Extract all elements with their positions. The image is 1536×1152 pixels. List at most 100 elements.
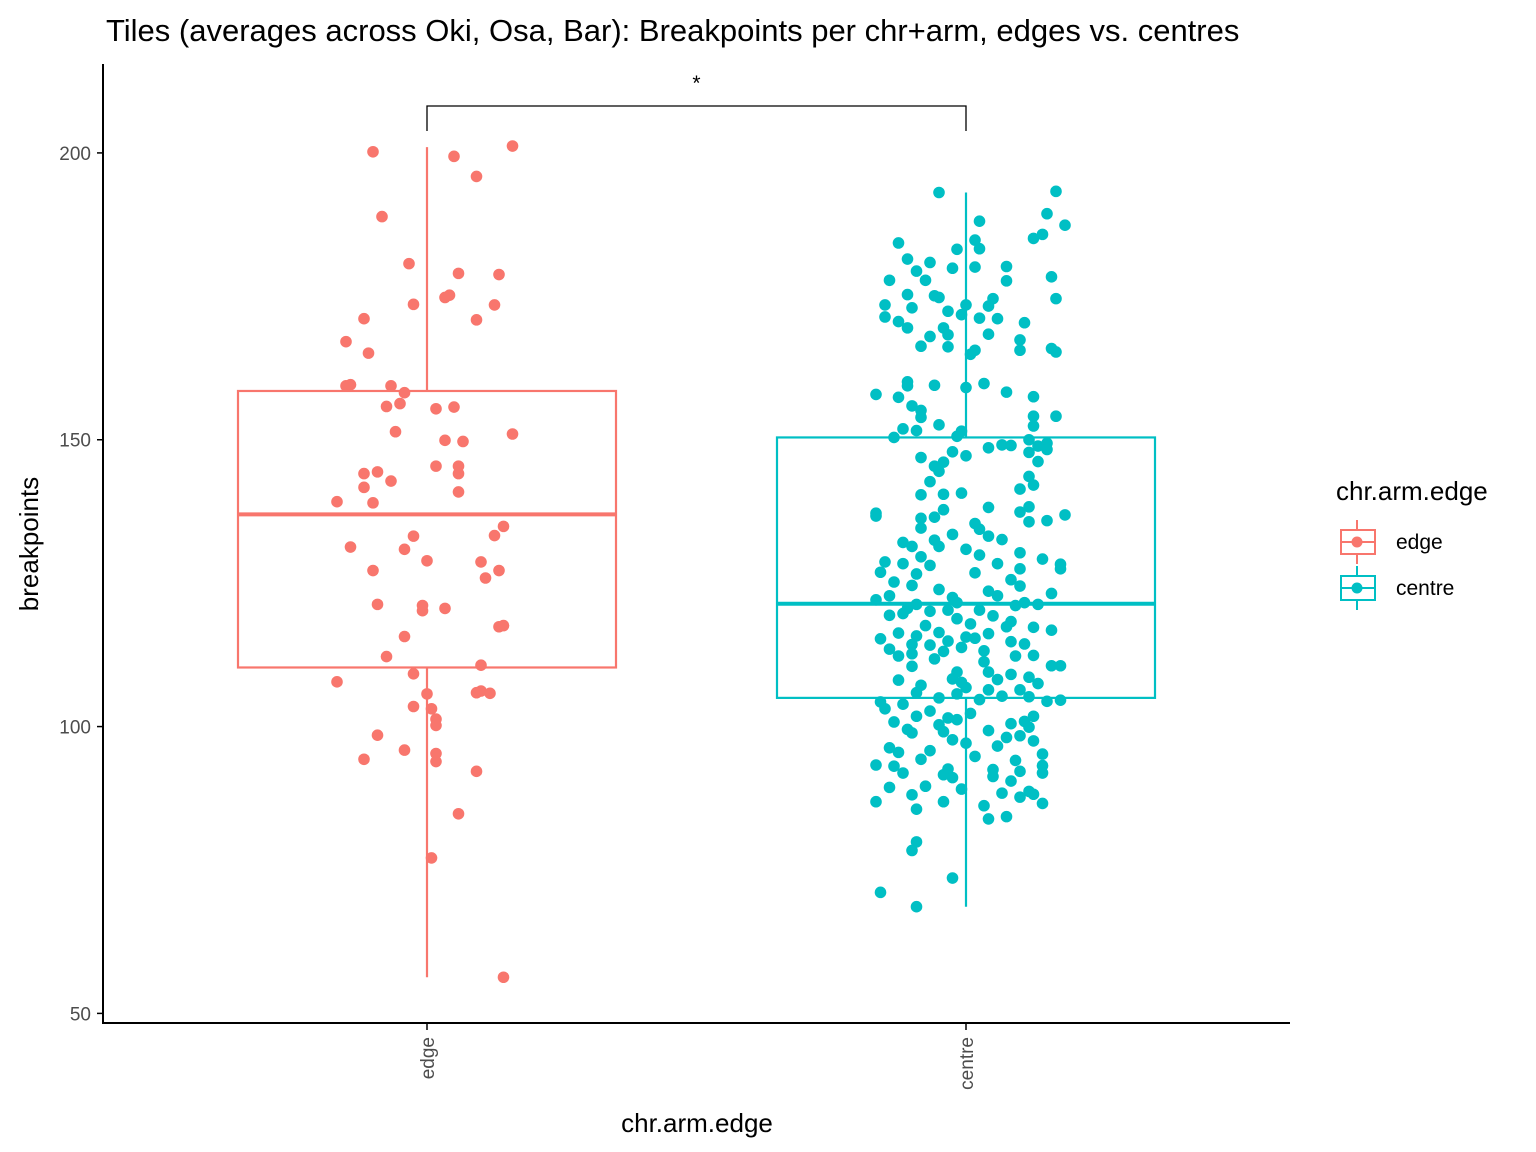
data-point [937, 768, 950, 781]
data-point [915, 340, 927, 353]
data-point [1014, 334, 1026, 346]
data-point [973, 523, 986, 536]
data-point [892, 315, 905, 328]
data-point [942, 712, 954, 724]
data-point [937, 503, 950, 516]
data-point [1036, 553, 1049, 565]
data-point [910, 568, 923, 580]
box [236, 389, 618, 669]
data-point [951, 612, 963, 625]
data-point [385, 475, 397, 487]
y-axis-title: breakpoints [14, 477, 44, 611]
data-point [910, 803, 923, 815]
data-point [978, 377, 990, 390]
data-point [897, 767, 909, 779]
data-point [946, 673, 959, 685]
data-point [367, 145, 379, 158]
data-point [439, 602, 451, 615]
data-point [1014, 684, 1026, 696]
data-point [874, 886, 887, 899]
data-point [915, 489, 927, 501]
data-point [910, 424, 923, 437]
data-point [1027, 788, 1040, 801]
data-point [991, 557, 1004, 570]
data-point [879, 299, 891, 311]
data-point [996, 787, 1008, 799]
data-point [1023, 470, 1035, 483]
data-point [879, 702, 891, 715]
data-point [430, 747, 442, 760]
data-point [484, 687, 496, 700]
data-point [942, 328, 954, 341]
data-point [1000, 810, 1013, 823]
data-point [915, 550, 927, 563]
data-point [497, 619, 510, 632]
data-point [1041, 443, 1053, 456]
data-point [1032, 440, 1044, 452]
data-point [1000, 260, 1013, 273]
data-point [910, 686, 923, 699]
data-point [1005, 439, 1017, 452]
data-point [1032, 677, 1044, 690]
data-point [910, 836, 923, 848]
points-centre [870, 185, 1071, 913]
data-point [942, 635, 954, 647]
data-point [964, 707, 977, 720]
data-point [1023, 515, 1035, 528]
data-point [1041, 514, 1053, 527]
data-point [982, 300, 995, 312]
data-point [991, 673, 1004, 686]
x-tick-label: centre [957, 1037, 978, 1090]
data-point [1045, 587, 1058, 600]
data-point [870, 759, 882, 771]
data-point [1014, 563, 1026, 575]
data-point [951, 243, 963, 256]
data-point [430, 402, 442, 415]
data-point [969, 567, 981, 579]
data-point [371, 466, 384, 478]
data-point [924, 475, 936, 488]
plot-area [236, 140, 1157, 984]
data-point [883, 741, 896, 754]
data-point [1023, 446, 1035, 459]
data-point [394, 397, 406, 410]
data-point [1050, 410, 1062, 423]
data-point [906, 844, 918, 857]
data-point [1027, 232, 1040, 245]
data-point [421, 688, 433, 700]
data-point [1027, 621, 1040, 634]
data-point [982, 328, 995, 340]
data-point [452, 467, 465, 480]
data-point [1009, 754, 1022, 767]
data-point [430, 755, 442, 768]
data-point [892, 746, 905, 759]
data-point [1054, 659, 1067, 672]
legend-key-point [1351, 582, 1363, 594]
y-axis: 50 100 150 200 [59, 144, 103, 1025]
data-point [942, 305, 954, 318]
data-point [910, 630, 923, 642]
data-point [919, 619, 932, 632]
data-point [933, 692, 945, 704]
data-point [452, 807, 465, 820]
data-point [1000, 275, 1013, 287]
data-point [964, 618, 977, 630]
data-point [924, 559, 936, 572]
data-point [376, 210, 388, 223]
data-point [924, 705, 936, 717]
data-point [901, 253, 914, 265]
data-point [331, 495, 343, 508]
data-point [928, 653, 941, 665]
data-point [897, 557, 909, 570]
data-point [892, 674, 905, 686]
data-point [960, 737, 972, 750]
data-point [407, 667, 420, 680]
data-point [497, 520, 510, 533]
data-point [906, 540, 918, 553]
data-point [1041, 207, 1053, 220]
data-point [439, 434, 451, 447]
data-point [906, 400, 918, 412]
data-point [1005, 668, 1017, 681]
data-point [380, 650, 393, 663]
data-point [1027, 410, 1040, 423]
